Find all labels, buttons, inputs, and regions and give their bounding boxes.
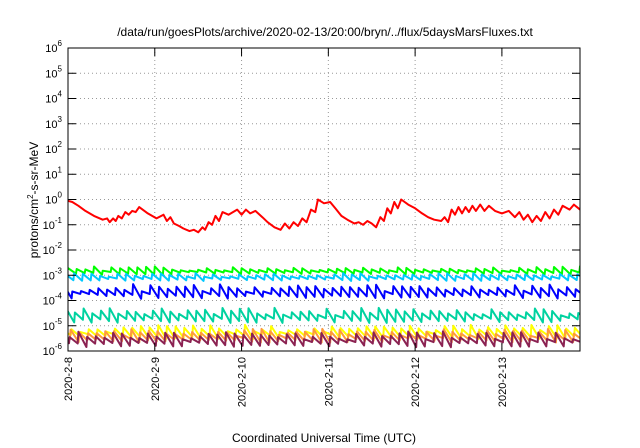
- y-tick-label: 10-3: [43, 266, 63, 282]
- y-tick-label: 106: [45, 39, 62, 55]
- x-tick-label: 2020-2-12: [410, 357, 422, 407]
- x-tick-label: 2020-2-9: [150, 357, 162, 401]
- x-tick-label: 2020-2-11: [323, 357, 335, 406]
- flux-series-line: [68, 272, 580, 282]
- flux-series-line: [68, 198, 580, 234]
- y-axis: 10-6 10-5 10-4 10-3 10-2 10-1 100 101 102 103 104 1…: [43, 39, 580, 358]
- series-group: [68, 198, 580, 349]
- x-tick-label: 2020-2-10: [237, 357, 249, 407]
- y-tick-label: 104: [45, 90, 62, 106]
- y-tick-label: 105: [45, 64, 62, 80]
- x-tick-label: 2020-2-8: [63, 357, 75, 401]
- y-tick-label: 101: [45, 165, 62, 181]
- x-tick-label: 2020-2-13: [497, 357, 509, 407]
- grid-lines: [67, 47, 580, 352]
- y-tick-label: 10-4: [43, 292, 63, 308]
- y-tick-label: 100: [45, 191, 62, 207]
- flux-series-line: [68, 265, 580, 276]
- y-axis-label: protons/cm2-s-sr-MeV: [26, 142, 41, 258]
- flux-series-line: [68, 283, 580, 300]
- y-tick-label: 102: [45, 140, 62, 156]
- y-tick-label: 10-5: [43, 317, 63, 333]
- flux-series-line: [68, 330, 580, 349]
- chart-title: /data/run/goesPlots/archive/2020-02-13/2…: [117, 25, 533, 39]
- y-tick-label: 103: [45, 115, 62, 131]
- x-axis-label: Coordinated Universal Time (UTC): [232, 431, 416, 445]
- y-tick-label: 10-1: [43, 216, 63, 232]
- y-tick-label: 10-2: [43, 241, 63, 257]
- y-tick-label: 10-6: [43, 342, 63, 358]
- flux-series-line: [68, 306, 580, 324]
- x-axis: 2020-2-8 2020-2-9 2020-2-10 2020-2-11 2020-2…: [63, 48, 509, 407]
